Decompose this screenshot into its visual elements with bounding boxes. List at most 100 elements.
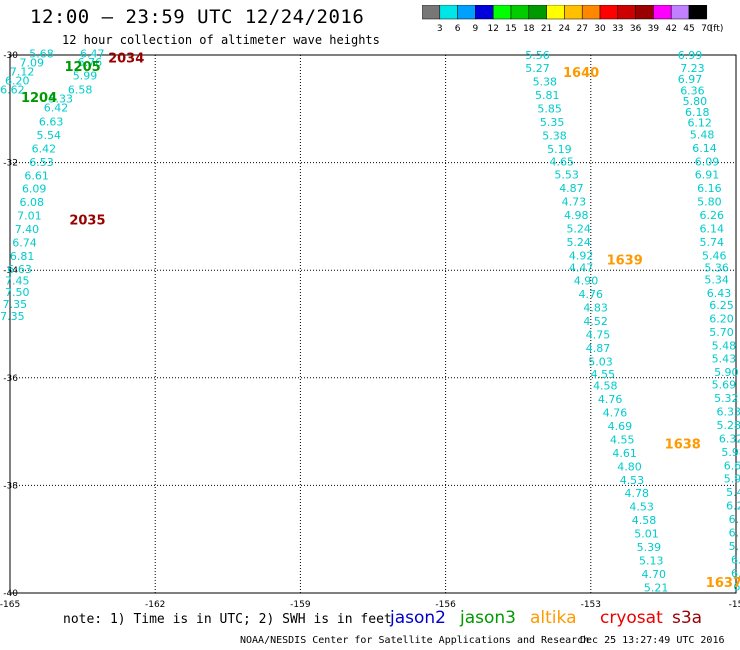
x-tick-label: -153 (581, 600, 601, 610)
wave-height-label: 5.33 (49, 92, 74, 105)
wave-height-label: 4.52 (583, 315, 608, 328)
wave-height-label: 4.70 (641, 568, 666, 581)
wave-height-label: 7.50 (5, 286, 30, 299)
wave-height-label: 6.63 (39, 115, 64, 128)
x-tick-label: -159 (290, 600, 311, 610)
colorbar-tick: 12 (487, 24, 498, 34)
wave-height-label: 5.70 (709, 326, 734, 339)
colorbar-tick: 3 (437, 24, 443, 34)
wave-height-label: 5.38 (542, 129, 567, 142)
wave-height-label: 6.25 (709, 299, 734, 312)
wave-height-label: 6.63 (7, 263, 32, 276)
wave-height-label: 4.87 (586, 342, 611, 355)
footer-credit: NOAA/NESDIS Center for Satellite Applica… (240, 635, 590, 646)
wave-height-label: 5.53 (554, 169, 579, 182)
pass-time-label: 1639 (607, 253, 643, 268)
pass-time-label: 1204 (21, 91, 57, 106)
colorbar-tick: 33 (612, 24, 623, 34)
y-tick-label: -36 (3, 374, 18, 384)
wave-height-label: 7.45 (5, 275, 30, 288)
pass-time-label: 1640 (563, 66, 599, 81)
wave-height-label: 4.98 (564, 209, 589, 222)
colorbar-tick: 27 (576, 24, 587, 34)
wave-height-label: 5.80 (697, 196, 722, 209)
colorbar-tick: 42 (665, 24, 676, 34)
wave-height-label: 6.77 (729, 527, 740, 540)
wave-height-label: 4.58 (632, 514, 657, 527)
wave-height-label: 4.65 (550, 155, 575, 168)
colorbar-swatch (688, 5, 708, 20)
wave-height-label: 6.47 (80, 48, 105, 61)
wave-height-label: 5.13 (639, 554, 664, 567)
colorbar-tick: 9 (473, 24, 479, 34)
colorbar-tick: 39 (648, 24, 660, 34)
wave-height-label: 4.76 (598, 393, 623, 406)
wave-height-label: 6.91 (695, 169, 720, 182)
wave-height-label: 6.36 (680, 84, 705, 97)
wave-height-label: 6.58 (68, 84, 93, 97)
wave-height-label: 6.20 (709, 312, 734, 325)
wave-height-label: 6.97 (678, 73, 703, 86)
wave-height-label: 6.20 (5, 75, 30, 88)
footer-note: note: 1) Time is in UTC; 2) SWH is in fe… (63, 612, 392, 627)
wave-height-label: 5.32 (714, 392, 739, 405)
pass-time-label: 1205 (65, 60, 101, 75)
pass-time-label: 2034 (108, 52, 144, 67)
wave-height-label: 5.39 (637, 541, 662, 554)
colorbar-tick: 18 (523, 24, 535, 34)
wave-height-label: 6.42 (32, 142, 57, 155)
wave-height-label: 4.80 (617, 460, 642, 473)
wave-height-label: 5.36 (704, 261, 729, 274)
pass-time-label: 1638 (665, 437, 701, 452)
wave-height-label: 5.38 (533, 76, 558, 89)
wave-height-label: 5.48 (690, 128, 715, 141)
wave-height-label: 4.90 (574, 275, 599, 288)
wave-height-label: 6.53 (29, 156, 54, 169)
colorbar-tick: 30 (594, 24, 606, 34)
wave-height-label: 4.75 (586, 329, 611, 342)
wave-height-label: 6.50 (729, 513, 740, 526)
wave-height-label: 6.18 (685, 106, 710, 119)
wave-height-label: 6.08 (20, 196, 45, 209)
wave-height-label: 5.27 (525, 62, 550, 75)
wave-height-label: 7.09 (20, 56, 45, 69)
wave-height-colorbar: 3 6 9 12 15 18 21 24 27 30 33 36 39 42 45 70(ft) (422, 5, 724, 34)
wave-height-label: 5.68 (29, 48, 54, 61)
wave-height-label: 5.03 (588, 355, 613, 368)
legend-jason2: jason2 (390, 608, 446, 628)
wave-height-label: 7.12 (10, 65, 35, 78)
wave-height-label: 6.32 (719, 432, 740, 445)
wave-height-label: 5.90 (714, 366, 739, 379)
wave-height-label: 6.50 (731, 553, 740, 566)
x-tick-label: -156 (435, 600, 456, 610)
wave-height-label: 4.73 (562, 196, 587, 209)
wave-height-label: 5.90 (724, 473, 740, 486)
wave-height-label: 7.35 (0, 310, 25, 323)
x-tick-label: -165 (0, 600, 20, 610)
wave-height-label: 6.61 (24, 169, 49, 182)
wave-height-label: 5.85 (537, 103, 562, 116)
wave-height-label: 5.69 (712, 379, 737, 392)
y-tick-label: -32 (3, 159, 18, 169)
wave-height-label: 6.43 (707, 287, 732, 300)
wave-height-label: 4.53 (629, 501, 654, 514)
wave-height-label: 6.14 (700, 223, 725, 236)
y-tick-label: -40 (3, 589, 18, 599)
wave-height-label: 5.72 (729, 540, 740, 553)
wave-height-label: 5.35 (540, 116, 565, 129)
wave-height-label: 4.83 (583, 302, 608, 315)
wave-height-label: 5.19 (547, 143, 572, 156)
wave-height-label: 5.24 (566, 236, 591, 249)
wave-height-label: 4.76 (579, 288, 604, 301)
wave-height-label: 5.56 (525, 49, 550, 62)
colorbar-tick: 45 (683, 24, 694, 34)
wave-height-label: 6.58 (733, 580, 740, 593)
footer-timestamp: Dec 25 13:27:49 UTC 2016 (580, 635, 725, 646)
wave-height-label: 5.01 (634, 528, 659, 541)
page-title: 12:00 – 23:59 UTC 12/24/2016 (30, 6, 365, 28)
wave-height-label: 4.47 (569, 261, 594, 274)
colorbar-unit: (ft) (710, 24, 724, 34)
wave-height-label: 4.69 (608, 420, 633, 433)
wave-height-label: 4.92 (569, 249, 594, 262)
